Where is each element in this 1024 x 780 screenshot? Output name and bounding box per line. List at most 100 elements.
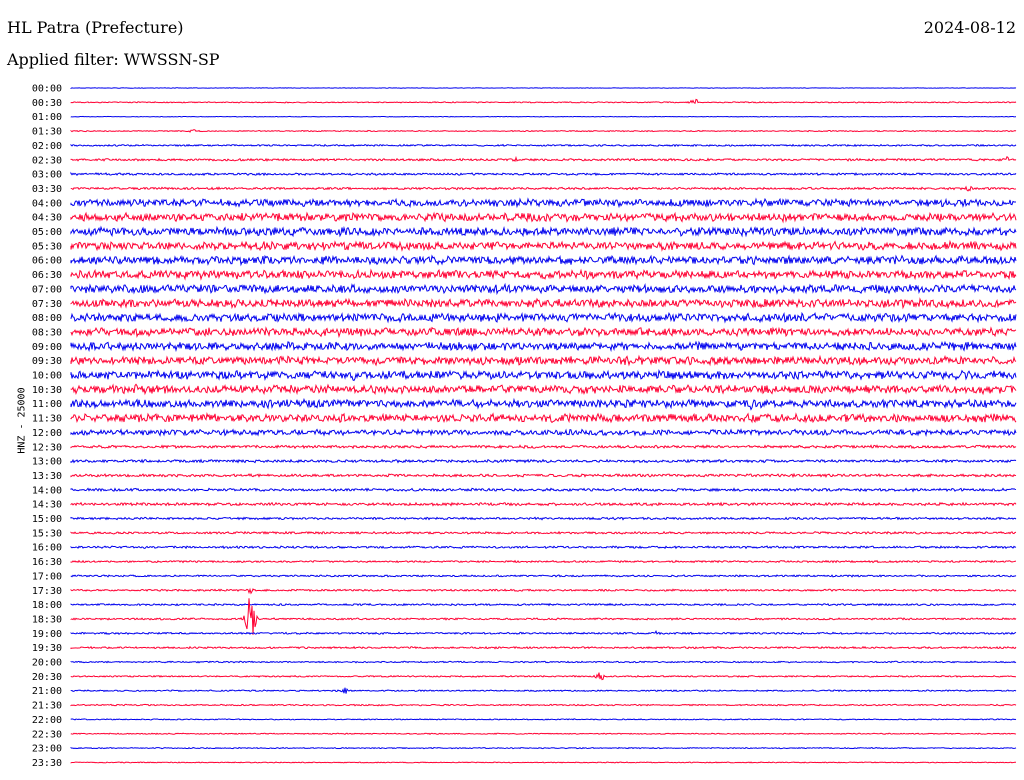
row-time-label: 22:30 — [32, 729, 62, 740]
seismic-trace — [70, 197, 1017, 209]
row-time-label: 15:30 — [32, 528, 62, 539]
row-time-label: 05:30 — [32, 241, 62, 252]
seismic-trace — [70, 383, 1017, 396]
row-time-label: 19:00 — [32, 629, 62, 640]
seismic-trace — [70, 115, 1017, 118]
seismic-trace — [70, 397, 1017, 411]
seismic-trace — [70, 687, 1017, 694]
row-time-label: 13:30 — [32, 471, 62, 482]
row-time-label: 00:30 — [32, 98, 62, 109]
row-time-label: 08:30 — [32, 327, 62, 338]
seismic-trace — [70, 155, 1017, 163]
seismic-trace — [70, 171, 1017, 177]
row-time-label: 06:30 — [32, 270, 62, 281]
seismic-trace — [70, 254, 1017, 267]
row-time-label: 12:30 — [32, 442, 62, 453]
seismic-trace — [70, 660, 1017, 664]
row-time-label: 01:30 — [32, 127, 62, 138]
seismic-trace — [70, 354, 1017, 367]
row-time-label: 18:30 — [32, 614, 62, 625]
seismic-trace — [70, 487, 1017, 493]
seismic-trace — [70, 87, 1017, 89]
seismic-trace — [70, 732, 1017, 735]
seismic-trace — [70, 268, 1017, 281]
seismic-trace — [70, 428, 1017, 437]
row-time-label: 09:30 — [32, 356, 62, 367]
seismic-trace — [70, 545, 1017, 550]
row-time-label: 07:00 — [32, 284, 62, 295]
seismic-trace — [70, 282, 1017, 296]
row-time-label: 23:00 — [32, 744, 62, 755]
seismic-trace — [70, 129, 1017, 133]
row-time-label: 16:30 — [32, 557, 62, 568]
row-time-label: 11:00 — [32, 399, 62, 410]
seismic-trace — [70, 297, 1017, 310]
row-time-label: 08:00 — [32, 313, 62, 324]
row-time-label: 17:00 — [32, 571, 62, 582]
seismic-trace — [70, 602, 1017, 607]
seismic-trace — [70, 326, 1017, 339]
row-time-label: 18:00 — [32, 600, 62, 611]
filter-label: Applied filter: WWSSN-SP — [7, 50, 220, 69]
row-time-label: 05:00 — [32, 227, 62, 238]
row-time-label: 02:00 — [32, 141, 62, 152]
row-time-label: 15:00 — [32, 514, 62, 525]
row-time-label: 09:00 — [32, 342, 62, 353]
row-time-label: 13:00 — [32, 457, 62, 468]
seismic-trace — [70, 598, 1017, 635]
seismic-trace — [70, 501, 1017, 507]
row-time-label: 21:30 — [32, 701, 62, 712]
seismic-trace — [70, 411, 1017, 424]
seismic-trace — [70, 225, 1017, 238]
seismic-trace — [70, 311, 1017, 324]
seismic-trace — [70, 718, 1017, 721]
seismic-trace — [70, 559, 1017, 564]
seismic-trace — [70, 645, 1017, 650]
row-time-label: 14:30 — [32, 500, 62, 511]
row-time-label: 03:30 — [32, 184, 62, 195]
row-time-label: 22:00 — [32, 715, 62, 726]
row-time-label: 10:00 — [32, 371, 62, 382]
seismic-trace — [70, 630, 1017, 636]
row-time-label: 21:00 — [32, 686, 62, 697]
row-time-label: 20:00 — [32, 658, 62, 669]
row-time-label: 04:00 — [32, 198, 62, 209]
seismic-trace — [70, 574, 1017, 578]
seismic-trace — [70, 143, 1017, 148]
seismic-trace — [70, 239, 1017, 252]
row-time-label: 00:00 — [32, 84, 62, 95]
row-time-label: 02:30 — [32, 155, 62, 166]
seismic-trace — [70, 761, 1016, 764]
row-time-label: 12:00 — [32, 428, 62, 439]
row-time-label: 06:00 — [32, 256, 62, 267]
seismic-trace — [70, 530, 1017, 535]
seismic-trace — [70, 703, 1017, 707]
row-time-label: 10:30 — [32, 385, 62, 396]
seismic-trace — [70, 458, 1017, 464]
row-time-label: 03:00 — [32, 170, 62, 181]
seismic-trace — [70, 340, 1017, 353]
row-time-label: 14:00 — [32, 485, 62, 496]
row-time-label: 16:00 — [32, 543, 62, 554]
row-time-label: 04:30 — [32, 213, 62, 224]
row-time-label: 23:30 — [32, 758, 62, 769]
row-time-label: 20:30 — [32, 672, 62, 683]
seismic-trace — [70, 472, 1017, 479]
seismic-trace — [70, 185, 1017, 192]
seismic-trace — [70, 369, 1017, 382]
row-time-label: 17:30 — [32, 586, 62, 597]
row-time-label: 11:30 — [32, 414, 62, 425]
seismic-trace — [70, 587, 1017, 595]
seismic-trace — [70, 211, 1017, 224]
row-time-label: 07:30 — [32, 299, 62, 310]
row-time-label: 19:30 — [32, 643, 62, 654]
seismic-trace — [70, 746, 1017, 750]
seismic-trace — [70, 516, 1017, 521]
seismic-trace — [70, 444, 1017, 450]
station-title: HL Patra (Prefecture) — [7, 18, 184, 37]
seismic-trace — [70, 672, 1017, 681]
row-time-label: 01:00 — [32, 112, 62, 123]
date-label: 2024-08-12 — [923, 18, 1016, 37]
seismic-trace — [70, 98, 1017, 105]
